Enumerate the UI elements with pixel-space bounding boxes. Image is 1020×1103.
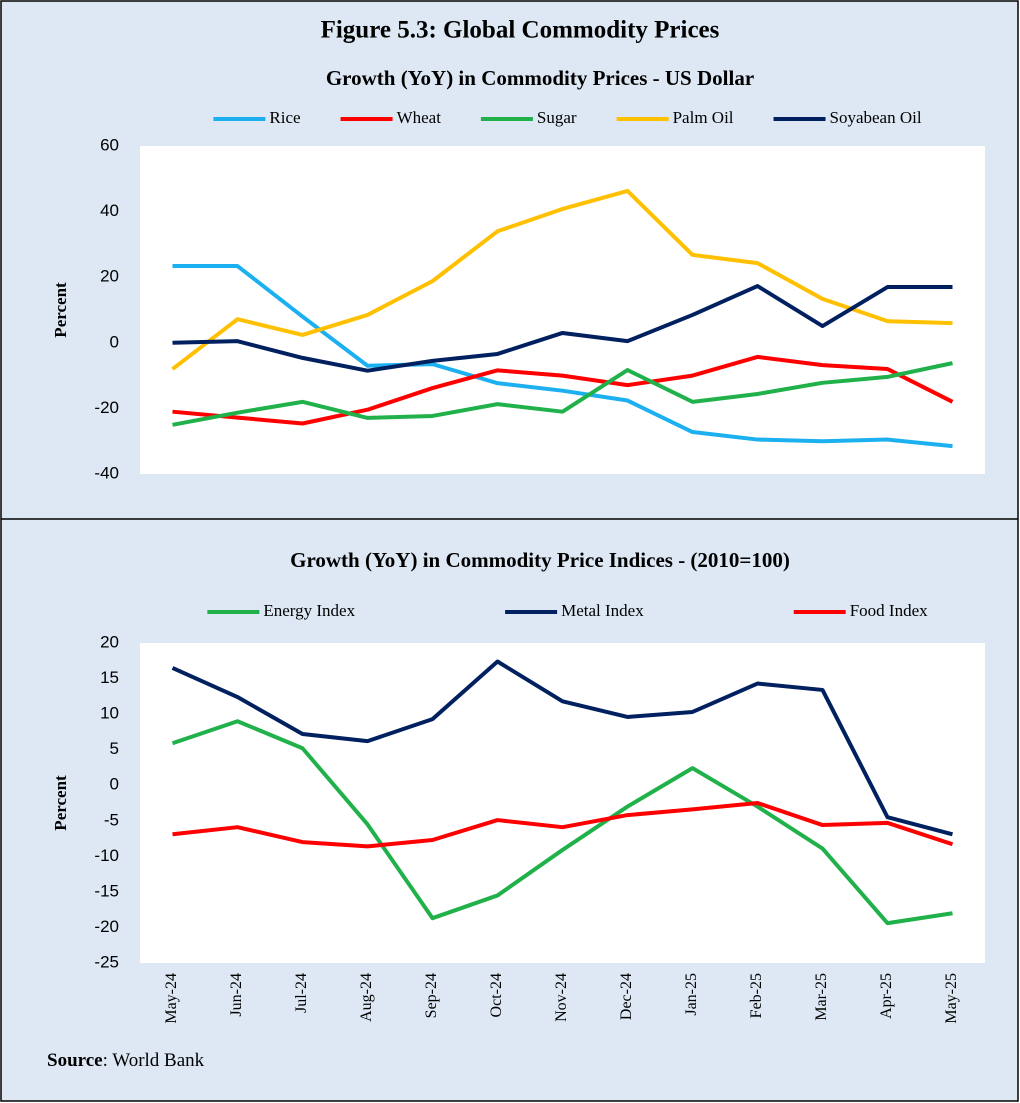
x-tick-label: Dec-24 (618, 973, 635, 1020)
x-tick-label: Sep-24 (423, 973, 440, 1018)
x-tick-label: Jul-24 (293, 973, 310, 1013)
legend-label: Soyabean Oil (830, 108, 922, 127)
series-line (172, 361, 953, 427)
y-tick-label: -5 (104, 810, 119, 829)
chart-title: Growth (YoY) in Commodity Prices - US Do… (326, 66, 754, 90)
series-line (171, 659, 954, 837)
y-tick-label: 10 (100, 704, 119, 723)
y-tick-label: -40 (94, 463, 119, 482)
figure-title: Figure 5.3: Global Commodity Prices (321, 17, 720, 44)
legend-label: Sugar (537, 108, 577, 127)
y-tick-label: 5 (110, 739, 119, 758)
x-tick-label: Oct-24 (488, 973, 505, 1017)
y-tick-label: -20 (94, 398, 119, 417)
y-tick-label: -20 (94, 917, 119, 936)
source-label: Source (47, 1050, 103, 1071)
legend: Energy Index Metal Index Food Index (207, 601, 928, 620)
series-line (172, 354, 954, 426)
x-tick-label: Aug-24 (358, 973, 375, 1022)
x-tick-label: Apr-25 (878, 973, 895, 1019)
plot-area (140, 146, 985, 474)
y-tick-label: 15 (100, 668, 119, 687)
x-tick-label: Nov-24 (553, 973, 570, 1022)
legend: Rice Wheat Sugar Palm Oil Soyabean Oil (213, 108, 922, 127)
y-tick-label: 20 (100, 267, 119, 286)
legend-label: Energy Index (263, 601, 355, 620)
y-tick-label: 20 (100, 632, 119, 651)
legend-label: Palm Oil (673, 108, 734, 127)
series-line (172, 284, 953, 373)
x-tick-label: May-24 (163, 973, 180, 1024)
series-line (171, 188, 953, 371)
legend-label: Metal Index (561, 601, 644, 620)
y-tick-label: -15 (94, 881, 119, 900)
legend-label: Food Index (850, 601, 928, 620)
legend-label: Rice (269, 108, 300, 127)
y-axis-label: Percent (51, 282, 70, 338)
source-note: Source: World Bank (47, 1050, 205, 1071)
y-tick-label: 40 (100, 201, 119, 220)
x-tick-label: Jan-25 (683, 973, 700, 1016)
y-tick-label: -10 (94, 846, 119, 865)
chart-title: Growth (YoY) in Commodity Price Indices … (290, 548, 790, 572)
plot-area (140, 643, 985, 963)
y-axis-label: Percent (51, 775, 70, 831)
x-tick-label: Feb-25 (748, 973, 765, 1018)
legend-label: Wheat (397, 108, 442, 127)
y-tick-label: 0 (110, 775, 119, 794)
x-tick-label: Mar-25 (813, 973, 830, 1021)
source-text: : World Bank (103, 1050, 205, 1071)
y-tick-label: 60 (100, 135, 119, 154)
x-tick-label: Jun-24 (228, 973, 245, 1017)
x-tick-label: May-25 (943, 973, 960, 1024)
series-line (171, 719, 953, 926)
series-line (172, 801, 954, 849)
series-line (172, 264, 953, 449)
y-tick-label: 0 (110, 332, 119, 351)
y-tick-label: -25 (94, 952, 119, 971)
